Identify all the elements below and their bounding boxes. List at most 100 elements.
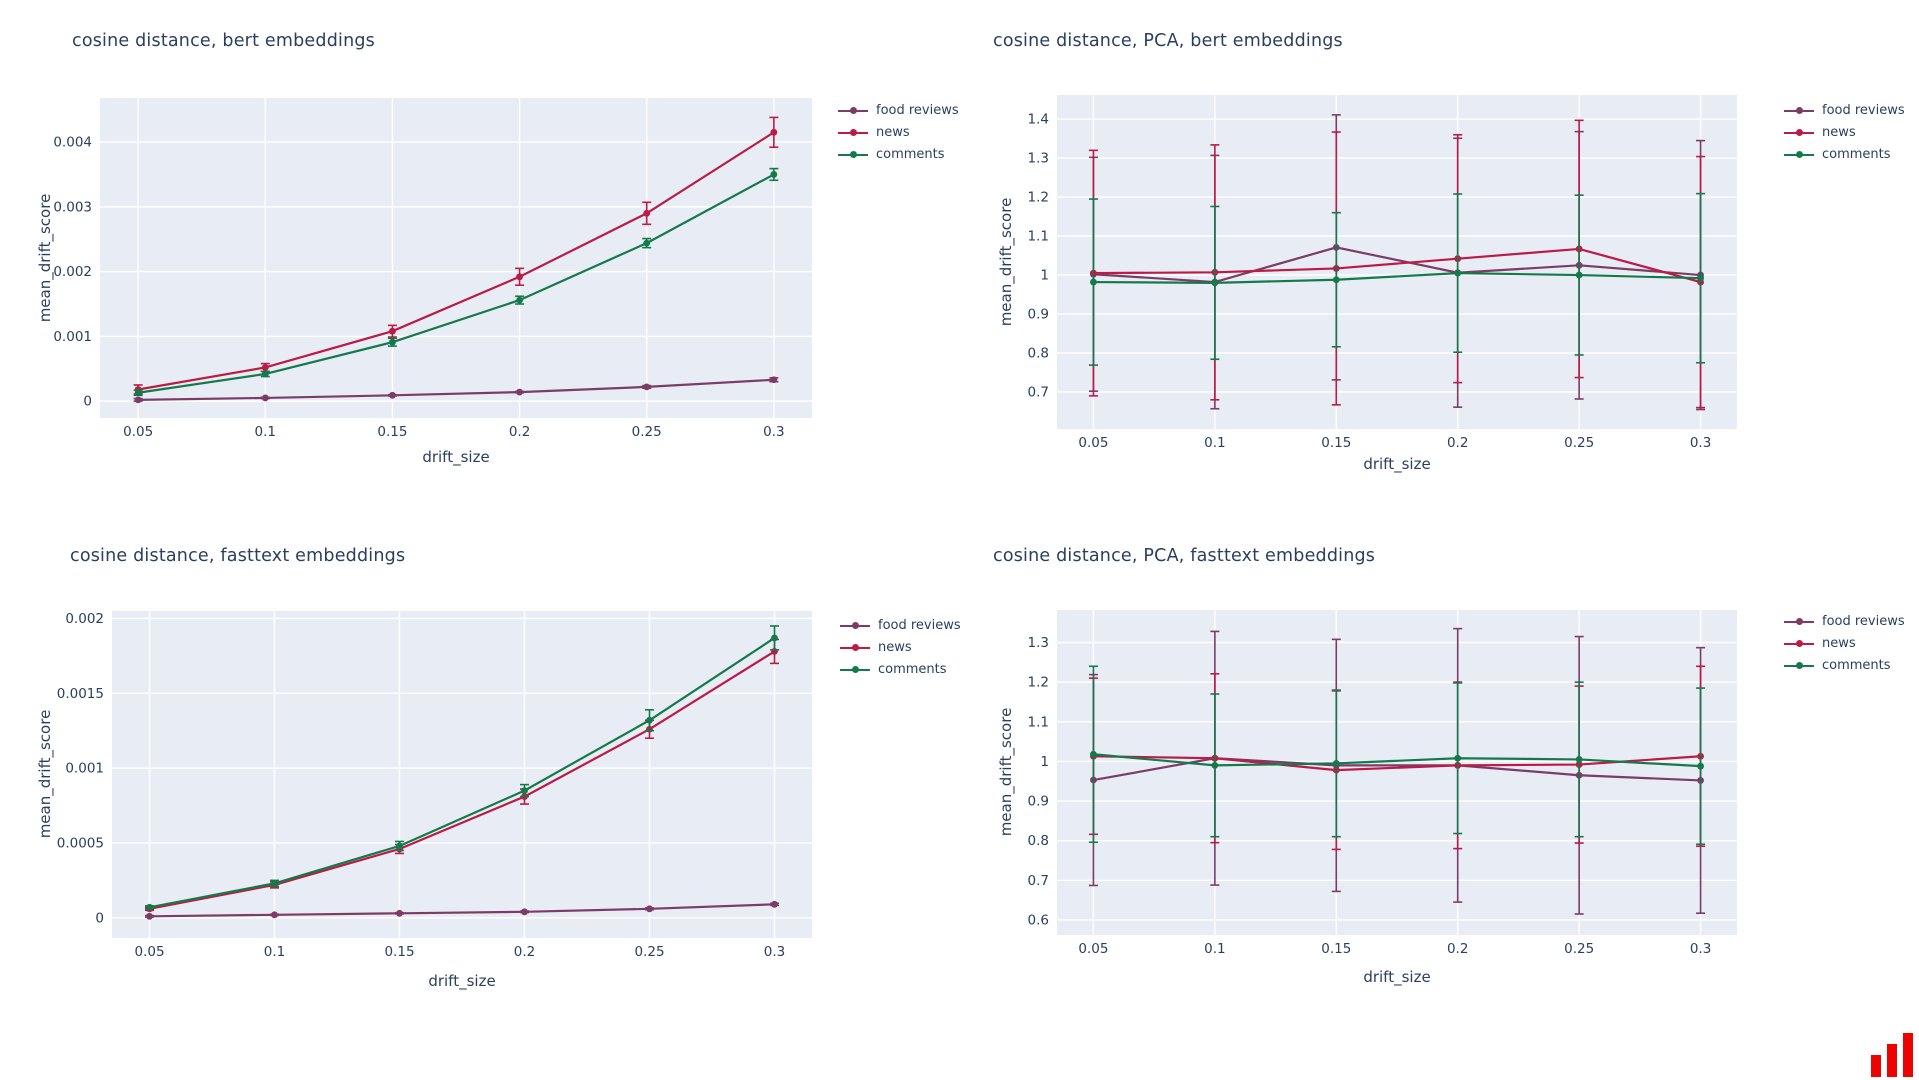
data-point-marker — [1575, 271, 1583, 279]
series-comments — [1088, 665, 1706, 846]
x-tick-label: 0.15 — [1321, 435, 1351, 451]
legend-item-news[interactable]: news — [1784, 124, 1905, 141]
legend-line-marker-icon — [840, 621, 870, 630]
series-line — [1093, 753, 1701, 768]
brand-logo-bar-chart-icon — [1869, 1031, 1915, 1077]
x-tick-label: 0.25 — [634, 944, 664, 960]
x-tick-label: 0.05 — [1078, 435, 1108, 451]
data-point-marker — [643, 209, 651, 217]
y-tick-label: 0.9 — [1028, 794, 1049, 810]
x-axis-title: drift_size — [422, 448, 490, 466]
legend: food reviews news comments — [1784, 102, 1905, 163]
x-tick-label: 0.3 — [764, 944, 785, 960]
plot-area[interactable] — [112, 611, 812, 938]
series-food-reviews — [133, 376, 779, 404]
legend-item-comments[interactable]: comments — [838, 146, 959, 163]
legend-item-news[interactable]: news — [840, 639, 961, 656]
data-point-marker — [1575, 756, 1583, 763]
data-point-marker — [389, 391, 396, 399]
legend-item-comments[interactable]: comments — [1784, 657, 1905, 674]
y-tick-label: 1 — [1040, 754, 1049, 770]
y-tick-label: 0.003 — [53, 199, 92, 215]
y-tick-label: 0.7 — [1028, 873, 1049, 889]
data-point-marker — [396, 842, 403, 850]
y-tick-label: 1.2 — [1028, 675, 1049, 691]
data-point-marker — [516, 296, 523, 304]
y-tick-label: 1 — [1040, 268, 1049, 284]
x-tick-label: 0.1 — [1204, 941, 1225, 957]
data-point-marker — [1697, 274, 1704, 282]
x-axis-title: drift_size — [428, 972, 496, 990]
x-tick-label: 0.3 — [1690, 941, 1711, 957]
y-tick-label: 0.7 — [1028, 384, 1049, 400]
legend-line-marker-icon — [838, 106, 868, 115]
legend-label: comments — [878, 662, 947, 677]
x-tick-label: 0.15 — [1321, 941, 1351, 957]
y-tick-label: 0.0005 — [57, 835, 104, 851]
data-point-marker — [643, 239, 651, 247]
data-point-marker — [1454, 269, 1462, 277]
series-line — [138, 378, 774, 401]
legend-line-marker-icon — [840, 665, 870, 674]
legend-item-food-reviews[interactable]: food reviews — [840, 617, 961, 634]
y-tick-label: 1.1 — [1028, 714, 1049, 730]
data-point-marker — [1454, 754, 1462, 762]
data-point-marker — [1697, 762, 1704, 770]
legend-item-food-reviews[interactable]: food reviews — [1784, 613, 1905, 630]
data-point-marker — [389, 338, 396, 346]
y-axis-title: mean_drift_score — [997, 197, 1015, 327]
series-line — [1093, 272, 1701, 284]
data-point-marker — [1332, 759, 1340, 767]
data-point-marker — [516, 273, 523, 281]
legend-label: news — [876, 125, 910, 140]
x-tick-label: 0.3 — [1690, 435, 1711, 451]
legend-item-news[interactable]: news — [838, 124, 959, 141]
x-axis-title: drift_size — [1363, 455, 1431, 473]
series-comments — [133, 167, 779, 397]
data-point-marker — [771, 900, 778, 908]
data-point-marker — [521, 787, 528, 794]
legend-label: food reviews — [1822, 103, 1905, 118]
x-tick-label: 0.25 — [1564, 435, 1594, 451]
y-tick-label: 0.004 — [53, 135, 92, 151]
plot-area[interactable] — [1057, 95, 1737, 429]
x-tick-label: 0.25 — [632, 424, 662, 440]
legend-label: food reviews — [876, 103, 959, 118]
legend-label: comments — [1822, 147, 1891, 162]
x-tick-label: 0.05 — [1078, 941, 1108, 957]
x-tick-label: 0.05 — [134, 944, 164, 960]
x-tick-label: 0.2 — [1447, 435, 1468, 451]
legend-item-food-reviews[interactable]: food reviews — [838, 102, 959, 119]
data-point-marker — [1211, 761, 1219, 769]
data-point-marker — [146, 903, 153, 911]
legend-line-marker-icon — [1784, 639, 1814, 648]
legend-item-comments[interactable]: comments — [1784, 146, 1905, 163]
legend-item-comments[interactable]: comments — [840, 661, 961, 678]
x-tick-label: 0.1 — [264, 944, 285, 960]
legend-label: food reviews — [878, 618, 961, 633]
y-tick-label: 0 — [95, 910, 104, 926]
y-tick-label: 0.9 — [1028, 307, 1049, 323]
legend-line-marker-icon — [1784, 128, 1814, 137]
y-tick-label: 0.002 — [65, 611, 104, 627]
chart-title-bert: cosine distance, bert embeddings — [72, 31, 375, 51]
y-tick-label: 0.8 — [1028, 833, 1049, 849]
x-axis-title: drift_size — [1363, 968, 1431, 986]
legend-item-food-reviews[interactable]: food reviews — [1784, 102, 1905, 119]
y-tick-label: 0.001 — [65, 761, 104, 777]
plot-area[interactable] — [100, 98, 812, 418]
plot-area[interactable] — [1057, 610, 1737, 935]
series-line — [1093, 755, 1701, 772]
legend-item-news[interactable]: news — [1784, 635, 1905, 652]
y-tick-label: 0.0015 — [57, 686, 104, 702]
data-point-marker — [146, 912, 153, 920]
x-tick-label: 0.1 — [255, 424, 276, 440]
legend-label: news — [1822, 636, 1856, 651]
data-point-marker — [1090, 278, 1097, 286]
x-tick-label: 0.2 — [509, 424, 530, 440]
x-tick-label: 0.15 — [377, 424, 407, 440]
y-tick-label: 0 — [83, 394, 92, 410]
data-point-marker — [389, 327, 396, 335]
